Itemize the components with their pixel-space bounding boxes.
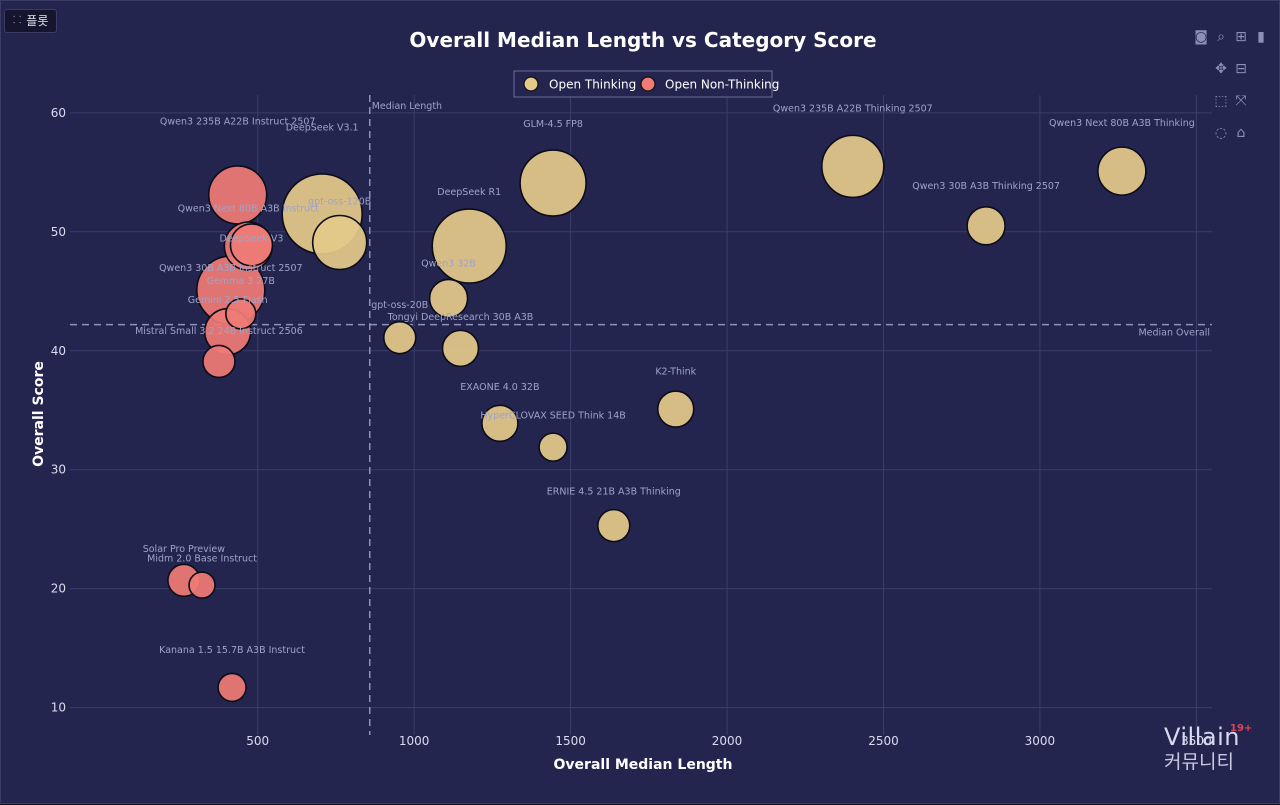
x-tick-label: 1500 bbox=[555, 734, 586, 748]
data-point[interactable] bbox=[596, 508, 631, 543]
legend-marker-thinking bbox=[523, 76, 539, 92]
point-label: Qwen3 235B A22B Instruct 2507 bbox=[160, 117, 316, 128]
zoom-icon[interactable]: ⌕ bbox=[1217, 29, 1225, 45]
data-point[interactable] bbox=[229, 223, 274, 267]
point-label: Qwen3 30B A3B Thinking 2507 bbox=[912, 181, 1060, 192]
bar-chart-icon[interactable]: ▮ bbox=[1257, 29, 1265, 45]
data-point[interactable] bbox=[428, 278, 469, 319]
x-tick-label: 2500 bbox=[868, 734, 899, 748]
plot-tab-icon: ⸬ bbox=[13, 15, 22, 26]
point-label: GLM-4.5 FP8 bbox=[523, 119, 583, 130]
data-point[interactable] bbox=[311, 214, 368, 271]
x-axis-title: Overall Median Length bbox=[554, 757, 733, 773]
legend[interactable]: Open Thinking Open Non-Thinking bbox=[513, 70, 779, 98]
data-point[interactable] bbox=[656, 390, 695, 428]
point-label: Gemma 3 27B bbox=[207, 276, 275, 287]
point-label: DeepSeek V3 bbox=[220, 233, 284, 244]
data-point[interactable] bbox=[431, 208, 508, 284]
point-label: Kanana 1.5 15.7B A3B Instruct bbox=[159, 645, 305, 656]
camera-icon[interactable]: ◙ bbox=[1194, 29, 1208, 45]
data-point[interactable] bbox=[441, 329, 480, 368]
legend-label-non-thinking: Open Non-Thinking bbox=[665, 78, 779, 92]
watermark-logo: Villain bbox=[1164, 723, 1240, 751]
data-point[interactable] bbox=[1097, 146, 1147, 196]
data-point[interactable] bbox=[207, 165, 268, 225]
lasso-icon[interactable]: ◌ bbox=[1214, 125, 1228, 141]
point-label: gpt-oss-20B bbox=[371, 300, 428, 311]
watermark-subtitle: 커뮤니티 bbox=[1164, 751, 1234, 773]
data-point[interactable] bbox=[481, 404, 519, 443]
watermark-badge: 19+ bbox=[1230, 723, 1253, 734]
point-label: ERNIE 4.5 21B A3B Thinking bbox=[547, 487, 681, 498]
legend-label-thinking: Open Thinking bbox=[549, 78, 636, 92]
legend-item-open-thinking[interactable]: Open Thinking bbox=[523, 76, 636, 92]
home-icon[interactable]: ⌂ bbox=[1236, 125, 1246, 141]
point-label: DeepSeek V3.1 bbox=[286, 123, 359, 134]
point-label: EXAONE 4.0 32B bbox=[460, 382, 539, 393]
chart-title: Overall Median Length vs Category Score bbox=[409, 28, 876, 52]
data-point[interactable] bbox=[538, 432, 568, 462]
data-point[interactable] bbox=[225, 298, 257, 330]
plus-square-icon[interactable]: ⊞ bbox=[1235, 29, 1247, 45]
autoscale-icon[interactable]: ⤧ bbox=[1235, 93, 1247, 109]
median-overall-label: Median Overall bbox=[1138, 328, 1210, 339]
x-tick-label: 2000 bbox=[712, 734, 743, 748]
legend-marker-non-thinking bbox=[640, 76, 656, 92]
point-label: Solar Pro Preview bbox=[143, 544, 226, 555]
point-label: Gemini 2.5 Flash bbox=[188, 295, 268, 306]
x-tick-label: 1000 bbox=[399, 734, 430, 748]
y-axis-title: Overall Score bbox=[31, 361, 47, 467]
point-label: Mistral Small 3.2 24B Instruct 2506 bbox=[135, 326, 303, 337]
box-select-icon[interactable]: ⬚ bbox=[1214, 93, 1228, 109]
x-tick-label: 500 bbox=[246, 734, 269, 748]
median-length-label: Median Length bbox=[372, 101, 442, 112]
point-label: Qwen3 235B A22B Thinking 2507 bbox=[773, 104, 933, 115]
point-label: HyperCLOVAX SEED Think 14B bbox=[480, 411, 625, 422]
y-tick-label: 30 bbox=[51, 463, 66, 477]
point-label: Midm 2.0 Base Instruct bbox=[147, 553, 257, 564]
data-point[interactable] bbox=[966, 206, 1006, 246]
x-tick-label: 3500 bbox=[1181, 734, 1212, 748]
data-point[interactable] bbox=[188, 571, 216, 599]
pan-icon[interactable]: ✥ bbox=[1215, 61, 1227, 77]
point-label: Qwen3 Next 80B A3B Thinking bbox=[1049, 118, 1195, 129]
y-tick-label: 60 bbox=[51, 106, 66, 120]
point-label: Qwen3 Next 80B A3B Instruct bbox=[178, 204, 320, 215]
plot-tab[interactable]: ⸬ 플롯 bbox=[4, 9, 58, 33]
data-point[interactable] bbox=[519, 149, 587, 217]
point-label: Qwen3 30B A3B Instruct 2507 bbox=[159, 263, 302, 274]
watermark: Villain 커뮤니티 19+ bbox=[1164, 723, 1252, 774]
minus-square-icon[interactable]: ⊟ bbox=[1235, 61, 1247, 77]
data-point[interactable] bbox=[202, 344, 236, 379]
y-tick-label: 10 bbox=[51, 701, 66, 715]
plot-tab-label: 플롯 bbox=[26, 14, 49, 28]
y-tick-label: 20 bbox=[51, 582, 66, 596]
data-point[interactable] bbox=[382, 320, 417, 355]
y-tick-label: 50 bbox=[51, 225, 66, 239]
legend-item-open-non-thinking[interactable]: Open Non-Thinking bbox=[640, 76, 779, 92]
point-label: DeepSeek R1 bbox=[437, 187, 501, 198]
data-point[interactable] bbox=[217, 672, 247, 703]
data-point[interactable] bbox=[821, 134, 885, 199]
point-label: K2-Think bbox=[655, 367, 696, 378]
y-tick-label: 40 bbox=[51, 344, 66, 358]
point-label: Tongyi DeepResearch 30B A3B bbox=[387, 312, 534, 323]
point-label: Qwen3 32B bbox=[421, 258, 476, 269]
x-tick-label: 3000 bbox=[1025, 734, 1056, 748]
point-label: gpt-oss-120B bbox=[308, 196, 371, 207]
